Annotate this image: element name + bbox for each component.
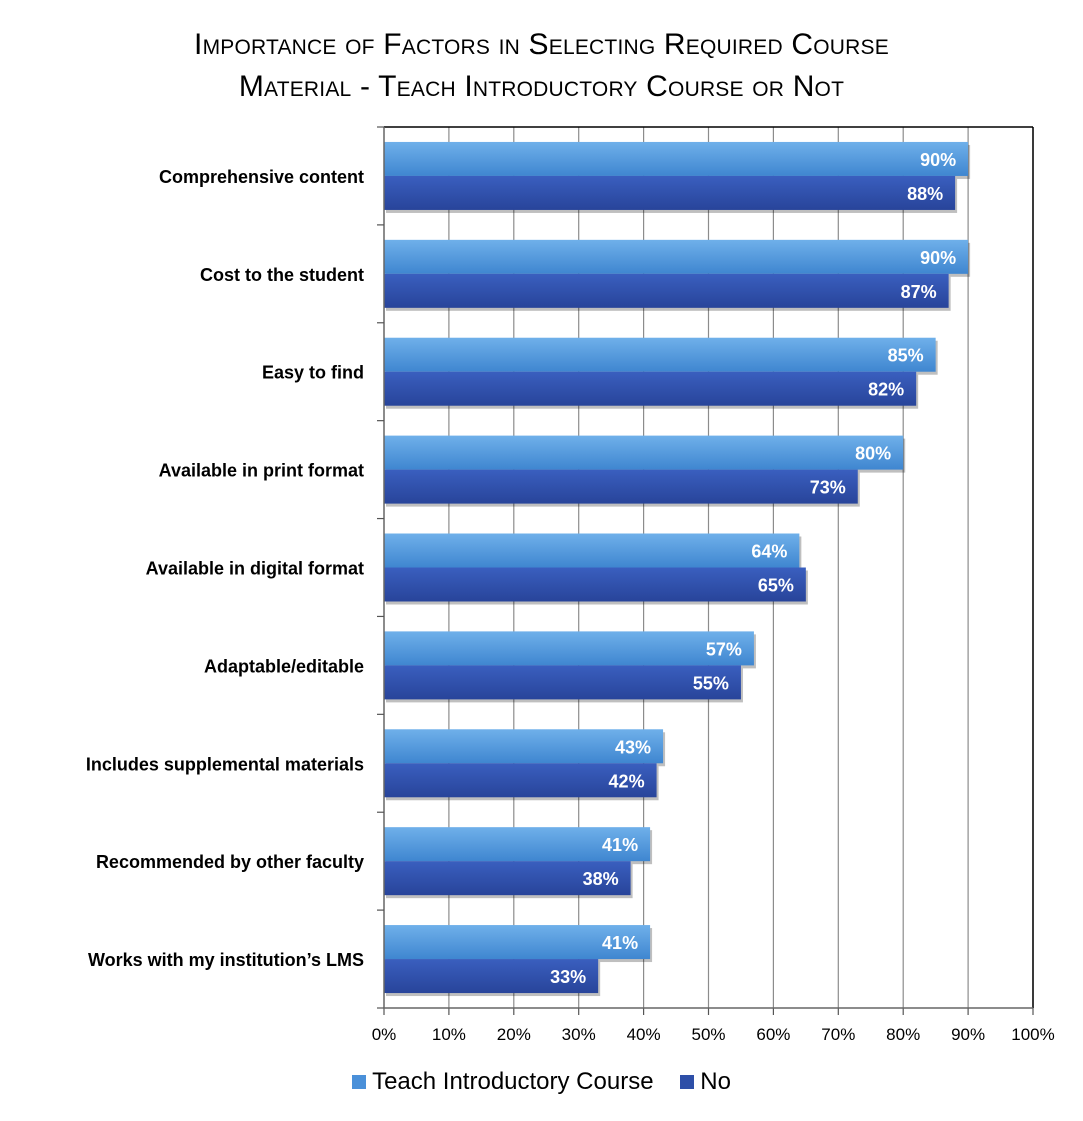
bar-s0-c7: [384, 827, 651, 862]
legend-label-teach: Teach Introductory Course: [372, 1068, 654, 1095]
legend-item-no: No: [680, 1068, 731, 1096]
data-label-s1-c7: 38%: [583, 869, 619, 889]
bar-s1-c8: [384, 959, 599, 994]
legend: Teach Introductory Course No: [0, 1068, 1083, 1096]
data-label-s1-c6: 42%: [609, 771, 645, 791]
chart-title: Importance of Factors in Selecting Requi…: [0, 24, 1083, 108]
data-label-s0-c4: 64%: [751, 542, 787, 562]
data-label-s0-c8: 41%: [602, 933, 638, 953]
category-label-2: Easy to find: [262, 363, 364, 383]
data-label-s1-c3: 73%: [810, 478, 846, 498]
bar-s1-c0: [384, 175, 956, 210]
bar-s1-c2: [384, 371, 917, 406]
bar-s0-c5: [384, 631, 754, 666]
bar-s1-c3: [384, 469, 858, 504]
data-label-s0-c5: 57%: [706, 639, 742, 659]
legend-item-teach: Teach Introductory Course: [352, 1068, 654, 1096]
x-tick-label-90: 90%: [951, 1025, 985, 1044]
category-label-4: Available in digital format: [146, 559, 364, 579]
category-label-6: Includes supplemental materials: [86, 754, 364, 774]
x-tick-label-50: 50%: [691, 1025, 725, 1044]
x-tick-label-100: 100%: [1011, 1025, 1054, 1044]
x-tick-label-10: 10%: [432, 1025, 466, 1044]
x-tick-label-0: 0%: [372, 1025, 397, 1044]
legend-swatch-teach: [352, 1075, 367, 1089]
data-label-s0-c7: 41%: [602, 835, 638, 855]
chart-title-line-2: Material - Teach Introductory Course or …: [238, 70, 845, 103]
data-label-s0-c6: 43%: [615, 737, 651, 757]
legend-swatch-no: [680, 1075, 695, 1089]
data-label-s0-c3: 80%: [855, 444, 891, 464]
bar-s0-c1: [384, 239, 969, 274]
x-tick-label-60: 60%: [756, 1025, 790, 1044]
x-tick-label-30: 30%: [562, 1025, 596, 1044]
bar-s1-c6: [384, 763, 657, 798]
data-label-s0-c0: 90%: [920, 150, 956, 170]
bar-s0-c3: [384, 435, 904, 470]
category-label-7: Recommended by other faculty: [96, 852, 364, 872]
category-label-8: Works with my institution’s LMS: [88, 950, 364, 970]
bar-s0-c6: [384, 729, 664, 764]
legend-label-no: No: [700, 1068, 731, 1095]
bar-s1-c5: [384, 665, 741, 700]
bar-s0-c0: [384, 141, 969, 176]
x-tick-label-70: 70%: [821, 1025, 855, 1044]
data-label-s1-c1: 87%: [901, 282, 937, 302]
category-label-1: Cost to the student: [200, 265, 364, 285]
bar-s1-c4: [384, 567, 806, 602]
x-tick-label-20: 20%: [497, 1025, 531, 1044]
category-label-5: Adaptable/editable: [204, 656, 364, 676]
category-label-0: Comprehensive content: [159, 167, 364, 187]
bar-s0-c4: [384, 533, 800, 568]
data-label-s0-c2: 85%: [888, 346, 924, 366]
data-label-s1-c0: 88%: [907, 184, 943, 204]
x-tick-label-80: 80%: [886, 1025, 920, 1044]
bar-s1-c1: [384, 273, 949, 308]
data-label-s1-c8: 33%: [550, 967, 586, 987]
data-label-s0-c1: 90%: [920, 248, 956, 268]
data-label-s1-c4: 65%: [758, 576, 794, 596]
data-label-s1-c5: 55%: [693, 673, 729, 693]
category-label-3: Available in print format: [159, 461, 364, 481]
bar-s0-c8: [384, 925, 651, 960]
bar-s0-c2: [384, 337, 936, 372]
x-tick-label-40: 40%: [627, 1025, 661, 1044]
data-label-s1-c2: 82%: [868, 380, 904, 400]
bar-s1-c7: [384, 861, 631, 896]
chart-title-line-1: Importance of Factors in Selecting Requi…: [194, 28, 889, 61]
